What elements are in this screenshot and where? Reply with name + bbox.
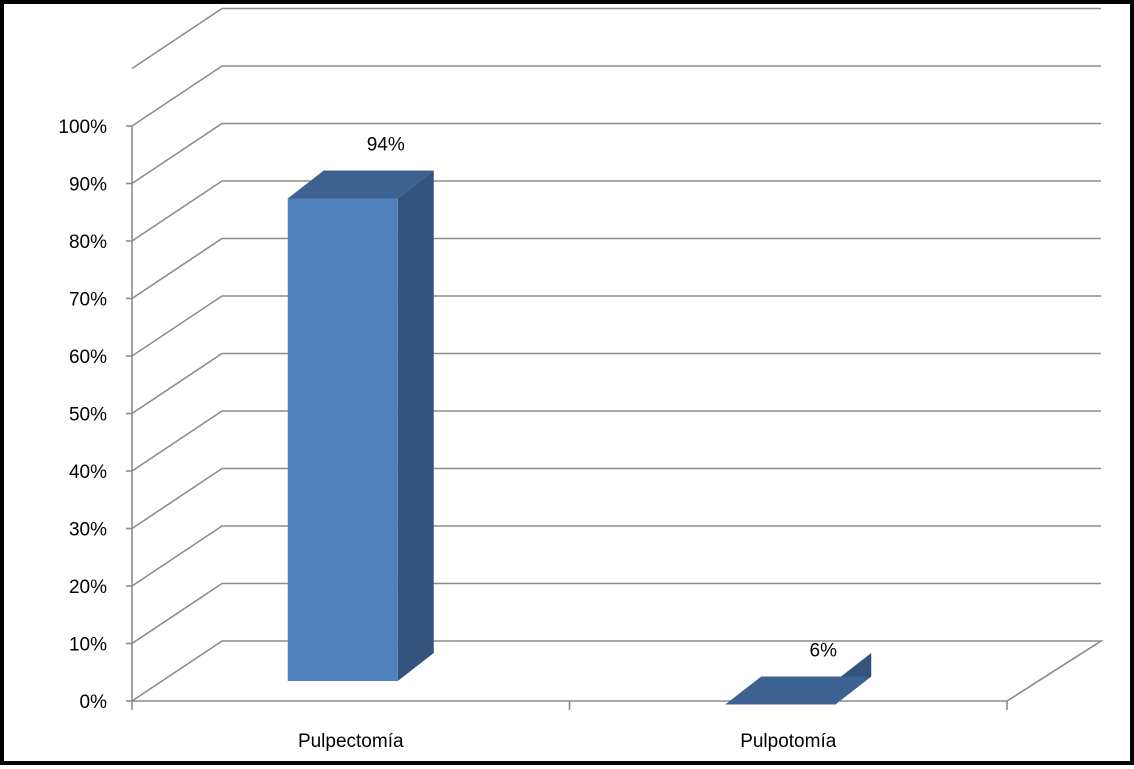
gridline — [131, 237, 1101, 300]
gridline — [131, 582, 1101, 645]
y-tick-label: 20% — [69, 577, 107, 598]
bar-side — [397, 170, 434, 681]
y-tick-label: 60% — [69, 347, 107, 368]
bar-top — [287, 170, 434, 199]
bars — [287, 170, 872, 705]
data-label: 6% — [810, 641, 838, 662]
y-tick-label: 50% — [69, 405, 107, 426]
gridline — [131, 180, 1101, 242]
y-tick-label: 70% — [69, 290, 107, 311]
y-tick-label: 30% — [69, 520, 107, 541]
floor-outline — [131, 640, 1104, 702]
axes — [131, 126, 1008, 710]
y-tick-label: 10% — [69, 635, 107, 656]
y-tick-label: 100% — [58, 117, 107, 138]
gridline — [131, 7, 1101, 70]
gridlines — [131, 7, 1104, 702]
gridline — [131, 295, 1101, 357]
y-tick-label: 0% — [80, 692, 108, 713]
data-labels: 94% 6% — [367, 135, 837, 662]
bar — [287, 170, 434, 681]
y-tick-label: 80% — [69, 232, 107, 253]
y-tick-label: 40% — [69, 462, 107, 483]
y-tick-label: 90% — [69, 175, 107, 196]
gridline — [131, 410, 1101, 472]
gridline — [131, 467, 1101, 530]
x-tick-labels: Pulpectomía Pulpotomía — [298, 731, 837, 752]
gridline — [131, 122, 1101, 185]
bar-top — [725, 676, 872, 705]
bar — [725, 653, 872, 705]
x-tick-label: Pulpectomía — [298, 731, 404, 752]
bar-chart: 0% 10% 20% 30% 40% 50% 60% 70% 80% 90% 100% Pulpec… — [58, 7, 1104, 752]
y-tick-labels: 0% 10% 20% 30% 40% 50% 60% 70% 80% 90% 100% — [58, 117, 132, 713]
gridline — [131, 65, 1101, 127]
bar-front — [287, 198, 398, 681]
gridline — [131, 525, 1101, 587]
data-label: 94% — [367, 135, 405, 156]
gridline — [131, 352, 1101, 415]
x-tick-label: Pulpotomía — [740, 731, 837, 752]
